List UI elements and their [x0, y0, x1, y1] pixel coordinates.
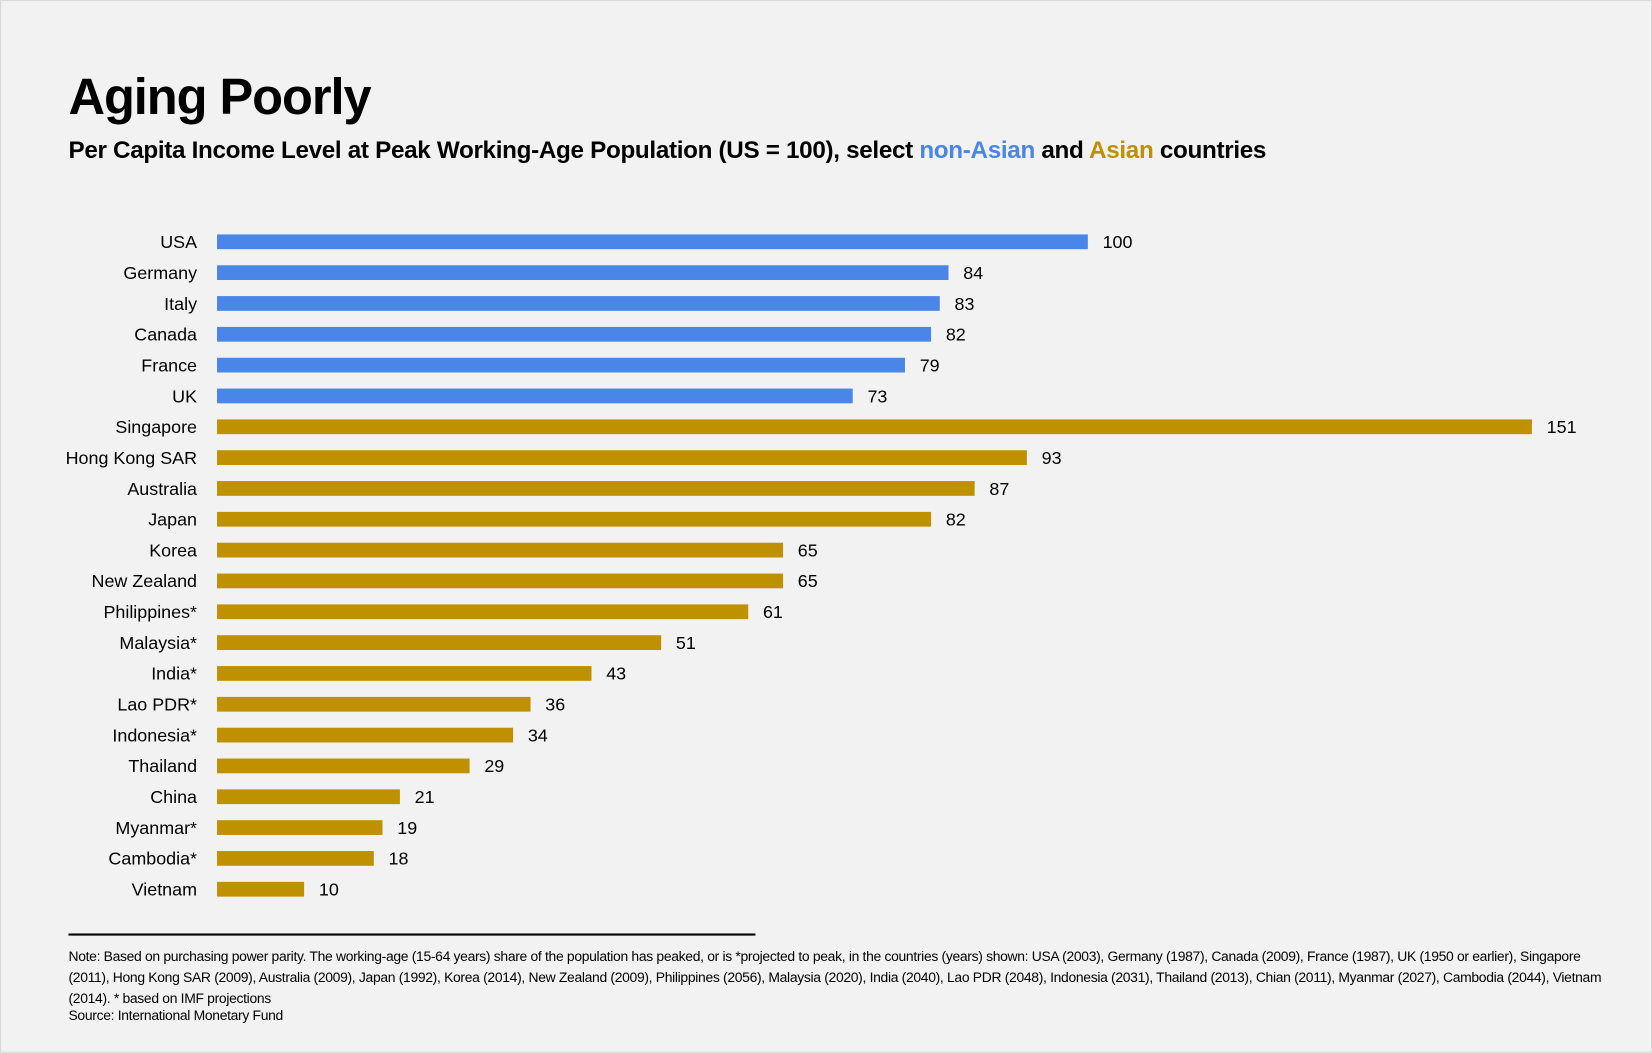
- chart-subtitle: Per Capita Income Level at Peak Working-…: [68, 136, 1266, 164]
- bar-hong-kong-sar: [217, 450, 1027, 465]
- bar-chart: USA 100 Germany 84 Italy 83 Canada 82 France 79 UK…: [66, 232, 1577, 900]
- category-label: Australia: [127, 479, 197, 499]
- category-label: Cambodia*: [108, 849, 197, 869]
- value-label: 29: [484, 756, 504, 776]
- bar-korea: [217, 542, 784, 558]
- subtitle-prefix: Per Capita Income Level at Peak Working-…: [68, 135, 920, 164]
- category-label: China: [150, 787, 197, 807]
- category-label: Lao PDR*: [117, 695, 197, 715]
- bar-canada: [217, 326, 932, 342]
- subtitle-asian: Asian: [1089, 135, 1154, 164]
- subtitle-middle: and: [1034, 135, 1090, 164]
- bar-usa: [217, 234, 1088, 250]
- bar-india: [217, 666, 592, 681]
- value-label: 73: [867, 386, 887, 406]
- category-label: Vietnam: [132, 880, 197, 900]
- value-label: 79: [920, 355, 940, 375]
- value-label: 82: [946, 510, 966, 530]
- category-label: France: [141, 355, 197, 375]
- category-label: New Zealand: [92, 571, 198, 591]
- value-label: 34: [528, 725, 548, 745]
- category-label: Philippines*: [103, 602, 197, 622]
- value-label: 84: [963, 263, 983, 283]
- subtitle-suffix: countries: [1153, 135, 1267, 164]
- bar-australia: [217, 481, 975, 496]
- bar-lao-pdr: [217, 696, 531, 712]
- bar-vietnam: [217, 881, 305, 897]
- chart-title: Aging Poorly: [68, 69, 371, 126]
- value-label: 100: [1103, 232, 1133, 252]
- value-label: 82: [946, 325, 966, 345]
- category-label: UK: [172, 386, 197, 406]
- value-label: 93: [1042, 448, 1062, 468]
- category-label: Japan: [148, 510, 197, 530]
- value-label: 61: [763, 602, 783, 622]
- category-label: Thailand: [128, 756, 197, 776]
- category-label: Singapore: [115, 417, 197, 437]
- category-label: Myanmar*: [115, 818, 197, 838]
- value-label: 18: [389, 849, 409, 869]
- value-label: 87: [989, 479, 1009, 499]
- bar-france: [217, 357, 905, 373]
- value-label: 83: [955, 294, 975, 314]
- category-label: Germany: [123, 263, 197, 283]
- value-label: 151: [1547, 417, 1577, 437]
- value-label: 21: [415, 787, 435, 807]
- value-label: 36: [545, 695, 565, 715]
- category-label: USA: [160, 232, 197, 252]
- value-label: 19: [397, 818, 417, 838]
- bar-philippines: [217, 604, 749, 620]
- bar-cambodia: [217, 851, 374, 866]
- subtitle-non-asian: non-Asian: [919, 135, 1035, 164]
- bar-italy: [217, 296, 940, 311]
- value-label: 65: [798, 540, 818, 560]
- category-label: India*: [151, 664, 197, 684]
- footnote: Note: Based on purchasing power parity. …: [68, 948, 1602, 1007]
- bar-indonesia: [217, 727, 514, 743]
- value-label: 51: [676, 633, 696, 653]
- bar-japan: [217, 511, 932, 527]
- value-label: 10: [319, 880, 339, 900]
- value-label: 65: [798, 571, 818, 591]
- note-divider: [68, 933, 756, 936]
- bar-thailand: [217, 758, 470, 774]
- bar-malaysia: [217, 635, 662, 650]
- source-note: Source: International Monetary Fund: [68, 1007, 283, 1024]
- bar-germany: [217, 265, 949, 281]
- category-label: Italy: [164, 294, 197, 314]
- bar-china: [217, 789, 400, 805]
- category-label: Korea: [149, 540, 197, 560]
- category-label: Canada: [134, 325, 197, 345]
- category-label: Indonesia*: [112, 725, 197, 745]
- value-label: 43: [606, 664, 626, 684]
- bar-new-zealand: [217, 573, 784, 589]
- bar-uk: [217, 388, 853, 404]
- bar-myanmar: [217, 820, 383, 835]
- bar-singapore: [217, 419, 1532, 435]
- category-label: Hong Kong SAR: [66, 448, 197, 468]
- category-label: Malaysia*: [119, 633, 197, 653]
